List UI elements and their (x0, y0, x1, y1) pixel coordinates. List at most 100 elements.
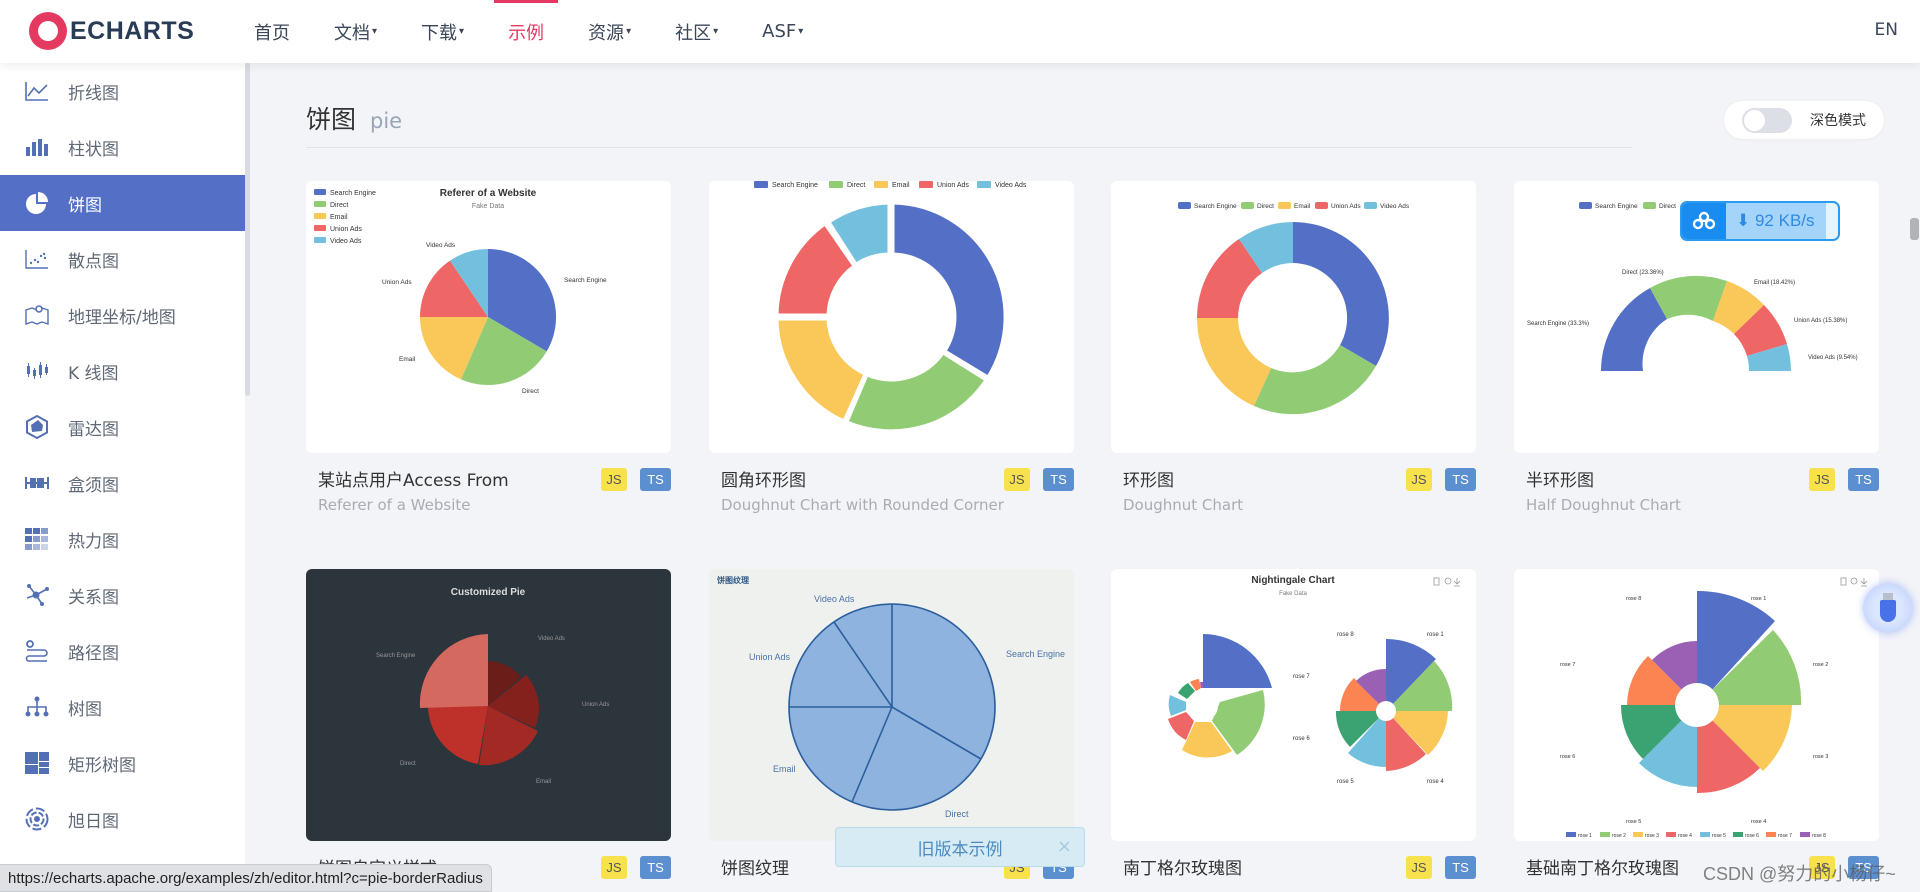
nav-item-home[interactable]: 首页 (232, 0, 312, 63)
sidebar-item-sunburst[interactable]: 旭日图 (0, 791, 245, 847)
tree-icon (24, 696, 50, 718)
chart-thumbnail[interactable]: Customized Pie Search Engine Video Ads U… (306, 569, 671, 841)
sidebar-item-tree[interactable]: 树图 (0, 679, 245, 735)
card-title[interactable]: 饼图纹理 (721, 859, 789, 879)
caret-down-icon: ▾ (626, 26, 632, 37)
caret-down-icon: ▾ (798, 26, 804, 37)
echarts-logo[interactable]: ECHARTS (29, 12, 194, 50)
nav-label: 首页 (254, 22, 290, 44)
graph-icon (24, 584, 50, 606)
sidebar-item-pie[interactable]: 饼图 (0, 175, 245, 231)
nav-item-community[interactable]: 社区 ▾ (653, 0, 740, 63)
svg-text:rose 8: rose 8 (1337, 632, 1354, 638)
sidebar-item-bar[interactable]: 柱状图 (0, 119, 245, 175)
toolbox-icons[interactable] (1433, 577, 1461, 587)
ts-badge[interactable]: TS (1848, 856, 1879, 879)
sidebar-item-map[interactable]: 地理坐标/地图 (0, 287, 245, 343)
logo-mark-icon (29, 12, 67, 50)
radar-icon (24, 415, 50, 439)
card-title[interactable]: 南丁格尔玫瑰图 (1123, 859, 1242, 879)
sidebar-item-lines[interactable]: 路径图 (0, 623, 245, 679)
half-doughnut-preview: Search Engine Direct Search Engine (33.3… (1527, 202, 1858, 371)
dark-mode-toggle[interactable]: 深色模式 (1724, 101, 1884, 139)
svg-text:rose 7: rose 7 (1778, 833, 1792, 839)
nav-item-resources[interactable]: 资源 ▾ (566, 0, 653, 63)
nav-item-download[interactable]: 下载 ▾ (399, 0, 486, 63)
cloud-icon (1682, 203, 1726, 239)
svg-text:rose 6: rose 6 (1293, 736, 1310, 742)
sidebar-item-label: 柱状图 (68, 139, 119, 160)
js-badge[interactable]: JS (1406, 468, 1432, 491)
sidebar-item-candlestick[interactable]: K 线图 (0, 343, 245, 399)
boxplot-icon (24, 472, 50, 494)
basic-nightingale-preview: rose 1 rose 2 rose 3 rose 4 rose 5 rose … (1560, 577, 1868, 839)
svg-text:rose 4: rose 4 (1678, 833, 1692, 839)
doughnut-preview: Search Engine Direct Email Union Ads Vid… (1178, 202, 1410, 415)
js-badge[interactable]: JS (601, 468, 627, 491)
svg-text:Video Ads (9.54%): Video Ads (9.54%) (1808, 355, 1858, 361)
candlestick-icon (24, 360, 50, 382)
download-speed-widget[interactable]: ⬇ 92 KB/s (1680, 201, 1840, 241)
svg-text:rose 5: rose 5 (1626, 819, 1641, 825)
nav-label: ASF (762, 21, 797, 42)
js-badge[interactable]: JS (1809, 468, 1835, 491)
js-badge[interactable]: JS (601, 856, 627, 879)
js-badge[interactable]: JS (1406, 856, 1432, 879)
nav-item-asf[interactable]: ASF ▾ (740, 0, 825, 63)
nav-label: 社区 (675, 22, 712, 44)
close-icon[interactable]: × (1056, 836, 1072, 857)
sidebar-item-line[interactable]: 折线图 (0, 63, 245, 119)
sidebar-item-heatmap[interactable]: 热力图 (0, 511, 245, 567)
sidebar-item-graph[interactable]: 关系图 (0, 567, 245, 623)
card-title[interactable]: 半环形图 (1526, 471, 1594, 491)
download-speed: ⬇ 92 KB/s (1726, 203, 1826, 239)
old-version-banner[interactable]: 旧版本示例 × (835, 827, 1085, 867)
chart-thumbnail[interactable]: Nightingale Chart Fake Data (1111, 569, 1476, 841)
nav-label: 资源 (588, 22, 625, 44)
top-navbar: ECHARTS 首页 文档 ▾ 下载 ▾ 示例 资源 ▾ 社区 ▾ ASF ▾ EN (0, 0, 1920, 63)
svg-text:rose 4: rose 4 (1751, 819, 1766, 825)
chart-thumbnail[interactable]: Search Engine Direct Email Union Ads Vid… (306, 181, 671, 453)
sidebar-item-radar[interactable]: 雷达图 (0, 399, 245, 455)
ts-badge[interactable]: TS (1848, 468, 1879, 491)
pie-chart-icon (24, 192, 50, 214)
ts-badge[interactable]: TS (1445, 468, 1476, 491)
rounded-doughnut-preview: Search Engine Direct Email Union Ads Vid… (754, 181, 1027, 433)
ts-badge[interactable]: TS (640, 856, 671, 879)
chart-thumbnail[interactable]: rose 1 rose 2 rose 3 rose 4 rose 5 rose … (1514, 569, 1879, 841)
svg-text:Union Ads: Union Ads (749, 652, 791, 662)
toggle-switch[interactable] (1742, 107, 1792, 133)
ts-badge[interactable]: TS (1043, 468, 1074, 491)
svg-text:rose 7: rose 7 (1560, 662, 1575, 668)
chart-thumbnail[interactable]: 饼图纹理 Video Ads Search Engine Union Ads E… (709, 569, 1074, 841)
page-scrollbar[interactable] (1910, 218, 1919, 240)
svg-text:Referer of a Website: Referer of a Website (440, 188, 537, 199)
js-badge[interactable]: JS (1809, 856, 1835, 879)
card-subtitle: Referer of a Website (318, 496, 471, 514)
sidebar-item-boxplot[interactable]: 盒须图 (0, 455, 245, 511)
card-subtitle: Half Doughnut Chart (1526, 496, 1681, 514)
sidebar-item-scatter[interactable]: 散点图 (0, 231, 245, 287)
svg-text:Video Ads: Video Ads (995, 182, 1027, 189)
svg-text:Search Engine: Search Engine (1006, 649, 1065, 659)
sidebar-scrollbar[interactable] (245, 63, 250, 396)
chart-thumbnail[interactable]: Search Engine Direct Email Union Ads Vid… (709, 181, 1074, 453)
chart-thumbnail[interactable]: Search Engine Direct Email Union Ads Vid… (1111, 181, 1476, 453)
nav-item-examples[interactable]: 示例 (486, 0, 566, 63)
toolbox-icons[interactable] (1840, 577, 1868, 587)
card-title[interactable]: 基础南丁格尔玫瑰图 (1526, 859, 1679, 879)
usb-drive-float-button[interactable] (1863, 583, 1913, 633)
ts-badge[interactable]: TS (1445, 856, 1476, 879)
nav-item-docs[interactable]: 文档 ▾ (312, 0, 399, 63)
card-title[interactable]: 圆角环形图 (721, 471, 806, 491)
svg-text:Union Ads (15.38%): Union Ads (15.38%) (1794, 318, 1847, 324)
usb-icon (1880, 593, 1896, 622)
ts-badge[interactable]: TS (640, 468, 671, 491)
js-badge[interactable]: JS (1004, 468, 1030, 491)
page-title: 饼图 (306, 105, 357, 134)
svg-text:rose 1: rose 1 (1751, 596, 1766, 602)
card-title[interactable]: 环形图 (1123, 471, 1174, 491)
language-switch[interactable]: EN (1874, 20, 1898, 40)
sidebar-item-treemap[interactable]: 矩形树图 (0, 735, 245, 791)
card-title[interactable]: 某站点用户Access From (318, 471, 509, 491)
